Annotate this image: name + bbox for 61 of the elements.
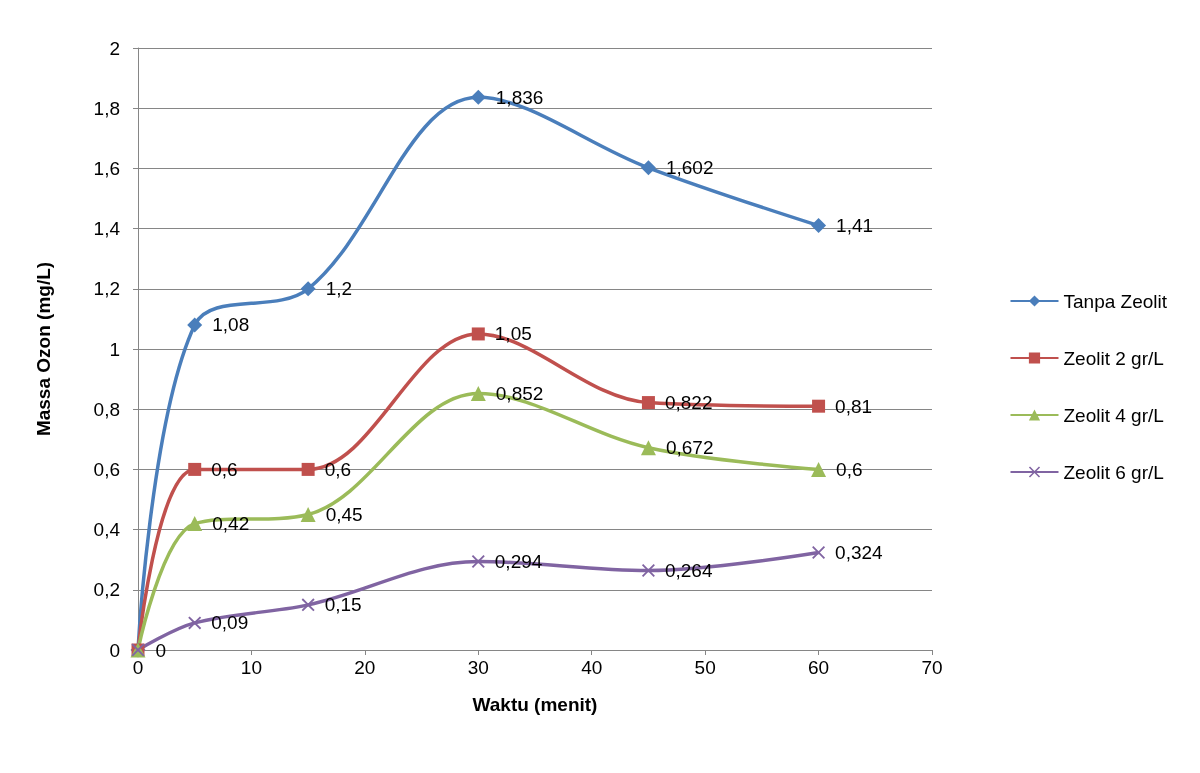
y-tick-label: 0 — [109, 639, 120, 661]
data-label: 1,08 — [212, 314, 250, 336]
point — [187, 516, 203, 532]
data-label: 0,672 — [665, 437, 714, 459]
x-tick-label: 40 — [581, 657, 603, 678]
x-tick-label: 70 — [921, 657, 943, 678]
y-tick-label: 1 — [109, 338, 120, 360]
point — [471, 555, 485, 569]
x-tick-label: 10 — [240, 657, 262, 678]
data-label: 0,81 — [835, 395, 873, 417]
y-tick-label: 1,4 — [93, 218, 121, 240]
y-tick-label: 1,8 — [93, 97, 120, 119]
point — [301, 598, 315, 612]
legend-label: Tanpa Zeolit — [1063, 290, 1168, 312]
x-tick-label: 30 — [467, 657, 489, 678]
point — [470, 386, 486, 402]
point — [640, 160, 656, 176]
data-label: 0,852 — [495, 383, 544, 405]
data-label: 0 — [155, 639, 167, 661]
point — [811, 218, 827, 234]
point — [641, 564, 655, 578]
point — [188, 616, 202, 630]
data-label: 0,45 — [325, 504, 363, 526]
x-tick-label: 50 — [694, 657, 716, 678]
point — [300, 281, 316, 297]
x-axis-title: Waktu (menit) — [472, 694, 598, 715]
data-label: 1,602 — [665, 157, 714, 179]
legend-label: Zeolit 4 gr/L — [1063, 404, 1164, 426]
y-tick-label: 0,6 — [93, 458, 120, 480]
point — [187, 317, 203, 333]
point — [640, 440, 656, 456]
x-tick-label: 20 — [354, 657, 376, 678]
point — [301, 462, 315, 476]
data-label: 1,41 — [836, 215, 874, 237]
data-label: 0,6 — [836, 458, 863, 480]
x-tick-label: 0 — [132, 657, 144, 678]
data-label: 1,05 — [494, 323, 532, 345]
data-label: 0,09 — [211, 612, 249, 634]
point — [470, 89, 486, 105]
y-tick-label: 1,6 — [93, 157, 120, 179]
legend-label: Zeolit 6 gr/L — [1063, 461, 1164, 483]
y-tick-label: 2 — [109, 37, 120, 59]
y-tick-label: 0,2 — [93, 579, 120, 601]
data-label: 0,6 — [324, 458, 352, 480]
legend-label: Zeolit 2 gr/L — [1063, 347, 1164, 369]
x-tick-label: 60 — [808, 657, 830, 678]
point — [641, 396, 655, 410]
point — [811, 461, 827, 477]
point — [471, 327, 485, 341]
data-label: 1,2 — [325, 278, 353, 300]
data-label: 1,836 — [495, 86, 544, 108]
point — [812, 545, 826, 559]
data-label: 0,324 — [835, 541, 884, 563]
point — [812, 399, 826, 413]
y-tick-label: 0,8 — [93, 398, 120, 420]
point — [188, 462, 202, 476]
y-tick-label: 1,2 — [93, 278, 120, 300]
point — [300, 507, 316, 523]
y-axis-title: Massa Ozon (mg/L) — [33, 261, 54, 437]
data-label: 0,15 — [324, 594, 362, 616]
y-tick-label: 0,4 — [93, 519, 121, 541]
